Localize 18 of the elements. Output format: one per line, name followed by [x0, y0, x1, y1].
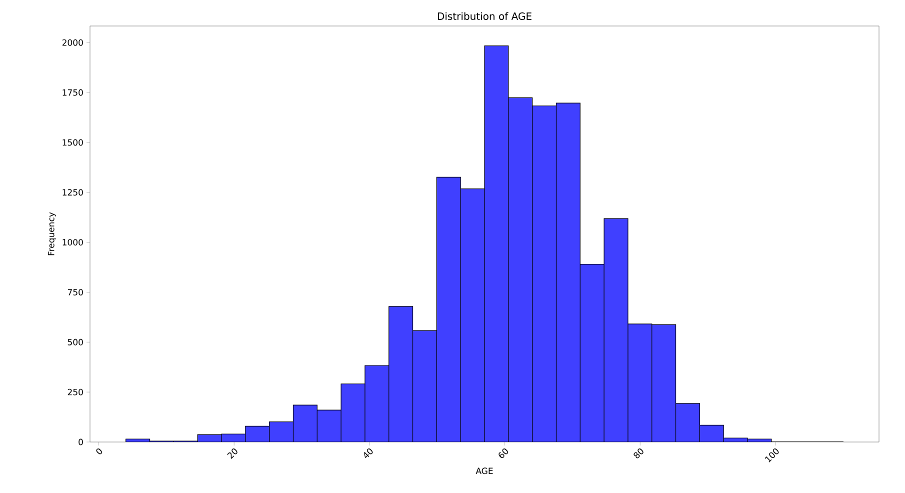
y-tick-label: 250 [68, 388, 83, 396]
x-tick-label: 100 [764, 448, 779, 462]
x-tick-label: 40 [364, 448, 373, 458]
x-tick-label: 20 [227, 448, 238, 459]
y-tick-label: 1000 [62, 239, 83, 246]
y-tick-label: 1250 [62, 189, 83, 196]
x-tick-label: 80 [634, 448, 644, 458]
y-tick-label: 500 [68, 338, 83, 346]
chart-title: Distribution of AGE [438, 12, 532, 20]
y-tick-label: 750 [68, 288, 83, 296]
x-tick-label: 60 [498, 448, 508, 458]
x-tick-label: 0 [96, 448, 102, 454]
y-axis-title: Frequency [48, 212, 56, 256]
y-tick-label: 0 [78, 438, 83, 446]
y-tick-label: 1500 [62, 139, 83, 146]
y-tick-label: 1750 [62, 89, 83, 96]
y-tick-label: 2000 [62, 39, 83, 46]
x-axis-title: AGE [476, 468, 493, 474]
